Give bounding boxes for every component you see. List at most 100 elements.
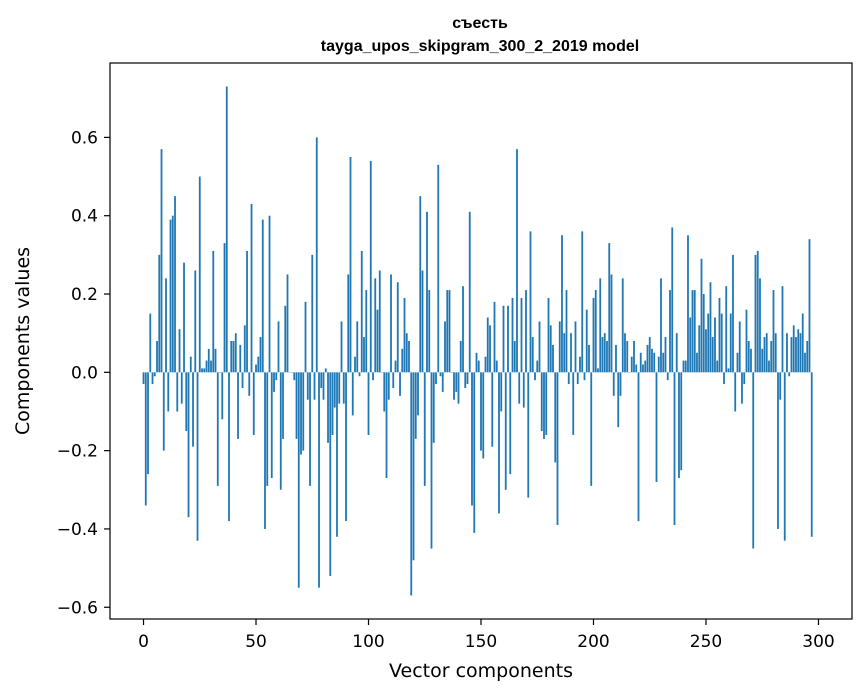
y-tick-label: 0.4: [71, 207, 98, 227]
bar-223: [644, 360, 647, 373]
bar-250: [705, 329, 707, 373]
bar-274: [759, 278, 761, 373]
bar-136: [448, 290, 451, 373]
bar-55: [266, 372, 269, 486]
bar-182: [552, 344, 554, 373]
bar-51: [257, 356, 260, 373]
bar-60: [277, 321, 280, 373]
bar-149: [477, 360, 480, 373]
bar-253: [711, 337, 714, 373]
bar-68: [295, 372, 298, 439]
bar-190: [570, 333, 572, 373]
bar-7: [158, 254, 161, 373]
bar-93: [351, 372, 354, 416]
bar-6: [156, 341, 158, 373]
bar-185: [558, 321, 561, 373]
bar-157: [495, 360, 498, 373]
bar-151: [482, 372, 485, 459]
bar-24: [196, 372, 199, 541]
bar-47: [248, 372, 251, 396]
bar-25: [198, 176, 201, 373]
bar-73: [306, 372, 309, 400]
bar-292: [799, 333, 802, 373]
bar-107: [383, 372, 386, 412]
bar-186: [561, 235, 563, 373]
bar-57: [270, 372, 273, 479]
bar-92: [349, 156, 352, 373]
bar-171: [527, 372, 530, 498]
bar-44: [241, 372, 244, 388]
y-axis-ticks: −0.6 −0.4 −0.2 0.0 0.2 0.4 0.6: [57, 128, 110, 618]
bar-233: [666, 372, 669, 381]
bar-144: [466, 372, 469, 385]
bar-22: [192, 372, 194, 447]
bar-121: [414, 372, 417, 439]
bar-120: [412, 372, 415, 561]
bar-8: [160, 149, 163, 373]
bar-74: [309, 372, 311, 486]
x-tick-label: 150: [465, 632, 497, 652]
bar-128: [430, 372, 433, 549]
bar-115: [401, 348, 404, 373]
bar-86: [336, 372, 338, 537]
bar-242: [687, 235, 689, 373]
bar-11: [167, 372, 170, 412]
bar-161: [504, 372, 507, 490]
bar-254: [714, 317, 716, 373]
bar-88: [340, 321, 343, 373]
bar-294: [804, 352, 806, 373]
bar-178: [543, 372, 545, 439]
bar-202: [597, 368, 599, 373]
bar-206: [606, 341, 608, 373]
bar-56: [268, 215, 271, 373]
bar-9: [162, 372, 165, 451]
bar-71: [302, 372, 305, 451]
bar-130: [435, 372, 437, 385]
bar-138: [453, 372, 455, 400]
bar-200: [592, 297, 595, 373]
bar-5: [153, 372, 156, 377]
bars-group: [142, 86, 813, 596]
bar-236: [673, 372, 676, 526]
x-tick-label: 100: [352, 632, 384, 652]
bar-150: [480, 372, 482, 451]
bar-113: [396, 282, 399, 373]
bar-255: [716, 360, 719, 373]
bar-41: [234, 333, 237, 373]
bar-217: [630, 356, 633, 373]
bar-79: [320, 372, 323, 388]
bar-122: [417, 372, 419, 416]
bar-33: [216, 372, 219, 486]
bar-221: [639, 352, 642, 373]
bar-263: [734, 372, 737, 412]
bar-252: [709, 282, 712, 373]
bar-209: [612, 372, 615, 396]
bar-104: [376, 309, 379, 373]
bar-110: [390, 274, 392, 373]
bar-225: [648, 337, 651, 373]
bar-193: [576, 372, 579, 385]
bar-214: [624, 333, 626, 373]
bar-222: [642, 364, 644, 373]
bar-283: [779, 372, 782, 400]
bar-61: [279, 372, 282, 490]
bar-77: [315, 137, 318, 373]
bar-266: [741, 372, 743, 404]
bar-247: [698, 325, 701, 373]
bar-273: [756, 250, 759, 373]
bar-38: [228, 372, 230, 522]
y-tick-label: 0.2: [71, 285, 98, 305]
bar-281: [774, 333, 777, 373]
bar-256: [718, 297, 721, 373]
bar-129: [432, 372, 435, 443]
bar-208: [610, 274, 613, 373]
bar-133: [441, 372, 444, 392]
bar-245: [693, 290, 696, 373]
bar-154: [489, 325, 491, 373]
y-tick-label: −0.2: [57, 442, 98, 462]
bar-175: [536, 360, 539, 373]
bar-23: [194, 270, 197, 373]
bar-80: [322, 372, 325, 400]
bar-212: [619, 372, 622, 396]
